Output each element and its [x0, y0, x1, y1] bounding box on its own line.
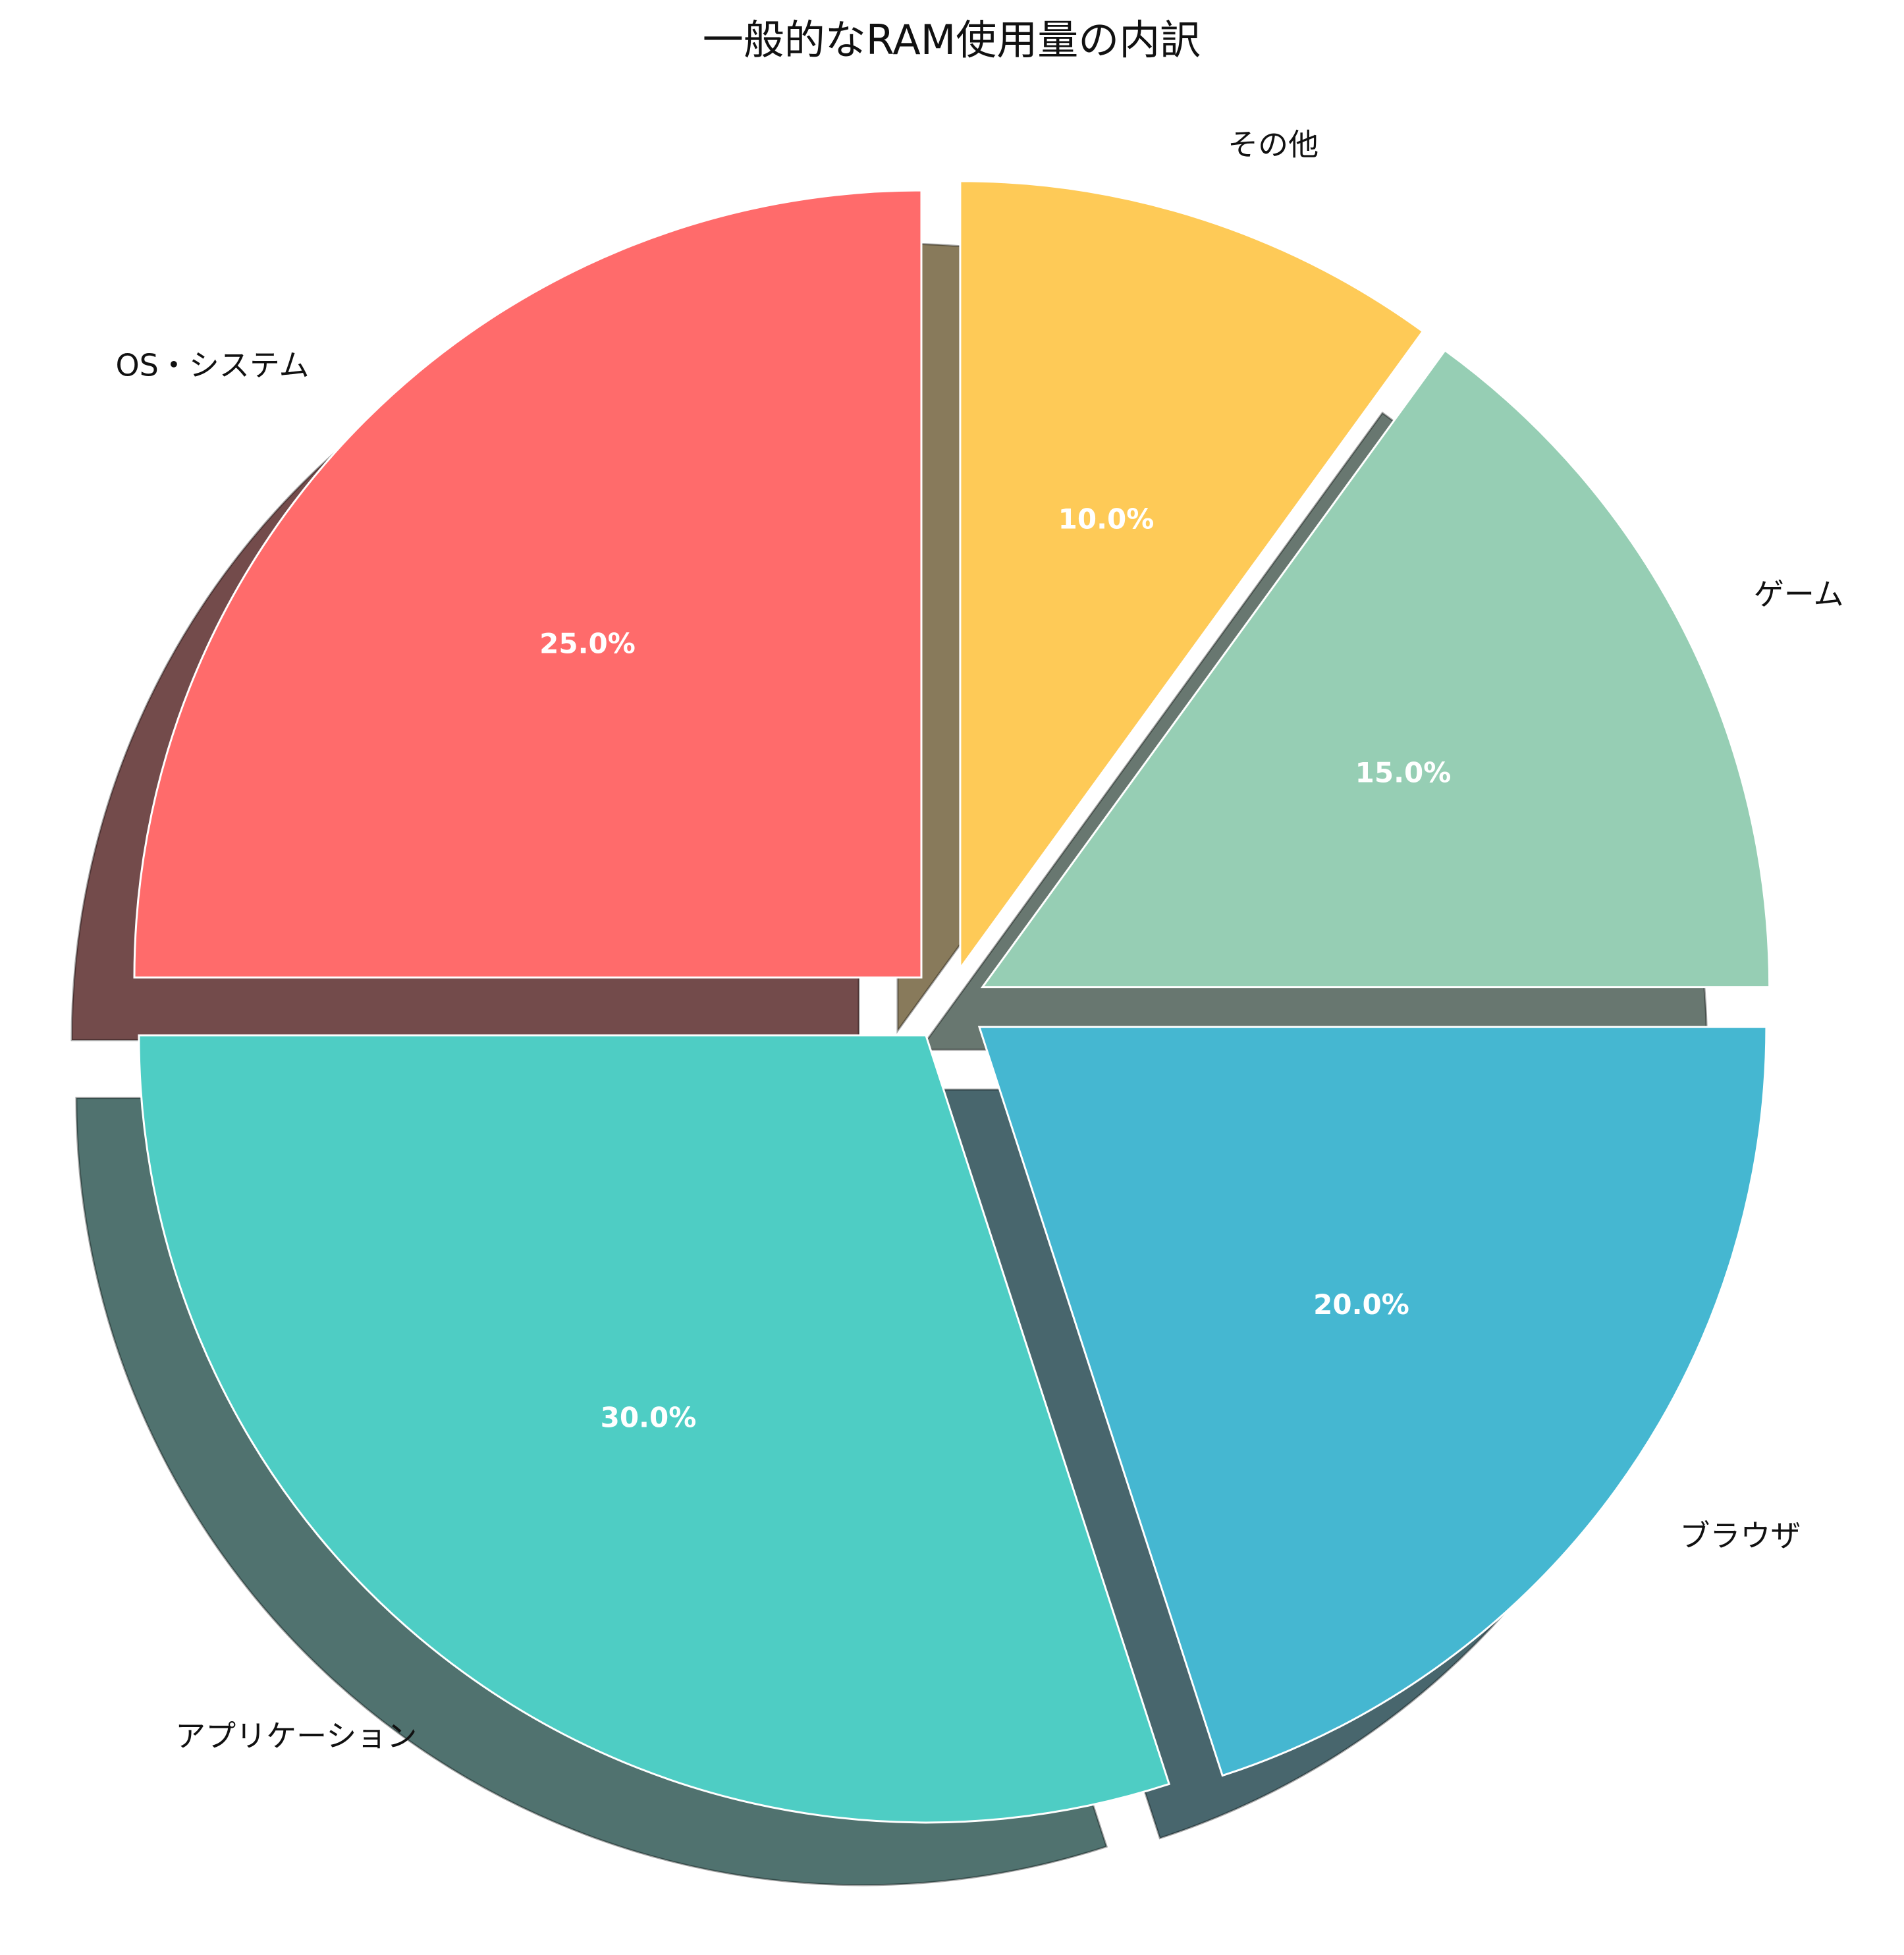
category-label: その他: [1228, 127, 1319, 163]
slice-layer: [133, 180, 1771, 1824]
category-label: OS・システム: [115, 347, 309, 383]
chart-title: 一般的なRAM使用量の内訳: [703, 16, 1201, 64]
pie-slice-0: [133, 189, 923, 979]
percent-label: 25.0%: [539, 627, 636, 659]
label-layer: 25.0% OS・システム 30.0% アプリケーション 20.0% ブラウザ 15.0% ゲ…: [115, 127, 1843, 1754]
category-label: ゲーム: [1754, 576, 1844, 612]
pie-slice-4: [959, 180, 1425, 972]
category-label: ブラウザ: [1679, 1518, 1801, 1554]
category-label: アプリケーション: [175, 1718, 417, 1753]
percent-label: 20.0%: [1313, 1288, 1409, 1321]
percent-label: 10.0%: [1058, 503, 1155, 535]
pie-slice-2: [977, 1026, 1768, 1777]
percent-label: 15.0%: [1355, 757, 1452, 789]
pie-slice-1: [138, 1034, 1171, 1824]
pie-slice-3: [980, 348, 1771, 989]
percent-label: 30.0%: [601, 1401, 697, 1433]
